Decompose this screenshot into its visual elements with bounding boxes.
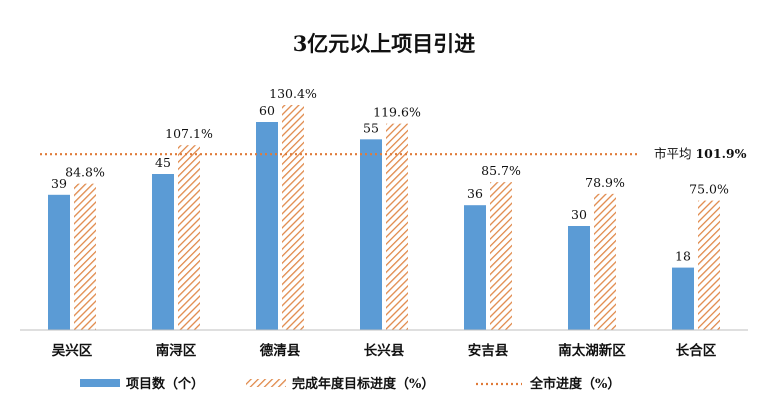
bar-progress: [386, 123, 408, 330]
reference-line-label-value: 101.9%: [695, 146, 746, 161]
bar-progress: [74, 183, 96, 330]
bar-project-count: [568, 226, 590, 330]
bar-project-count: [256, 122, 278, 330]
category-label: 长兴县: [364, 342, 405, 359]
reference-line-label-prefix: 市平均: [654, 146, 695, 161]
data-label-project-count: 60: [259, 103, 275, 118]
category-label: 安吉县: [468, 342, 509, 359]
data-label-project-count: 45: [155, 155, 171, 170]
data-label-progress: 119.6%: [373, 105, 421, 120]
data-label-project-count: 55: [363, 120, 379, 135]
data-label-progress: 78.9%: [585, 175, 625, 190]
category-label: 德清县: [260, 342, 301, 359]
legend-label-progress: 完成年度目标进度（%）: [292, 376, 434, 392]
category-label: 吴兴区: [52, 342, 93, 359]
data-label-progress: 85.7%: [481, 163, 521, 178]
data-label-progress: 130.4%: [269, 86, 317, 101]
reference-line-label: 市平均 101.9%: [654, 146, 747, 161]
data-label-project-count: 39: [51, 176, 67, 191]
data-label-progress: 75.0%: [689, 182, 729, 197]
bar-progress: [178, 145, 200, 330]
data-label-progress: 84.8%: [65, 165, 105, 180]
bar-project-count: [48, 194, 70, 330]
category-label: 长合区: [676, 342, 717, 359]
data-label-progress: 107.1%: [165, 126, 213, 141]
data-label-project-count: 30: [571, 207, 587, 222]
bar-progress: [698, 200, 720, 330]
bar-progress: [490, 182, 512, 330]
bar-project-count: [464, 205, 486, 330]
bar-progress: [594, 193, 616, 330]
bar-project-count: [152, 174, 174, 330]
legend-label-city-progress: 全市进度（%）: [529, 376, 620, 392]
chart-title: 3亿元以上项目引进: [293, 31, 476, 56]
legend-label-project-count: 项目数（个）: [126, 376, 204, 392]
legend: 项目数（个） 完成年度目标进度（%） 全市进度（%）: [80, 376, 620, 392]
data-label-project-count: 18: [675, 249, 691, 264]
bar-progress: [282, 105, 304, 330]
legend-swatch-project-count: [80, 379, 120, 387]
data-label-project-count: 36: [467, 186, 483, 201]
category-label: 南浔区: [156, 342, 197, 359]
bar-project-count: [360, 139, 382, 330]
legend-swatch-progress: [246, 379, 286, 387]
bar-project-count: [672, 267, 694, 330]
category-label: 南太湖新区: [558, 342, 626, 359]
